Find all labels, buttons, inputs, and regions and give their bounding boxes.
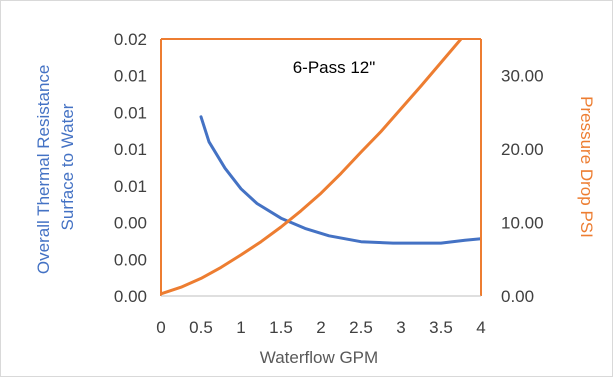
thermal-resistance-line <box>199 115 481 245</box>
right-y-tick-labels: 30.00 20.00 10.00 0.00 <box>501 67 544 306</box>
pressure-drop-series <box>161 39 463 296</box>
left-y-tick-label: 0.02 <box>114 30 147 49</box>
x-tick-label: 3.5 <box>429 318 453 337</box>
chart-title: 6-Pass 12" <box>293 58 376 77</box>
pressure-drop-line <box>161 39 463 296</box>
left-y-tick-label: 0.00 <box>114 287 147 306</box>
left-y-tick-label: 0.01 <box>114 177 147 196</box>
right-y-tick-label: 10.00 <box>501 214 544 233</box>
x-tick-label: 2.5 <box>349 318 373 337</box>
right-y-tick-label: 30.00 <box>501 67 544 86</box>
right-y-tick-label: 20.00 <box>501 140 544 159</box>
left-y-tick-label: 0.00 <box>114 214 147 233</box>
left-y-axis-title-line-1: Overall Thermal Resistance <box>34 65 53 274</box>
left-y-tick-label: 0.01 <box>114 103 147 122</box>
x-tick-label: 0 <box>156 318 165 337</box>
left-y-axis-title: Overall Thermal Resistance Surface to Wa… <box>34 60 77 274</box>
left-y-tick-label: 0.00 <box>114 250 147 269</box>
left-y-tick-label: 0.01 <box>114 67 147 86</box>
x-tick-label: 1 <box>236 318 245 337</box>
x-tick-label: 2 <box>316 318 325 337</box>
x-tick-label: 0.5 <box>189 318 213 337</box>
left-y-tick-labels: 0.02 0.01 0.01 0.01 0.01 0.00 0.00 0.00 <box>114 30 147 306</box>
x-tick-label: 4 <box>476 318 485 337</box>
thermal-resistance-series <box>199 115 481 245</box>
x-tick-label: 3 <box>396 318 405 337</box>
x-tick-label: 1.5 <box>269 318 293 337</box>
right-y-tick-label: 0.00 <box>501 287 534 306</box>
right-y-axis-title: Pressure Drop PSI <box>577 96 596 238</box>
x-tick-labels: 0 0.5 1 1.5 2 2.5 3 3.5 4 <box>156 318 485 337</box>
left-y-tick-label: 0.01 <box>114 140 147 159</box>
left-y-axis-title-line-2: Surface to Water <box>58 103 77 230</box>
x-axis-title: Waterflow GPM <box>260 348 378 367</box>
